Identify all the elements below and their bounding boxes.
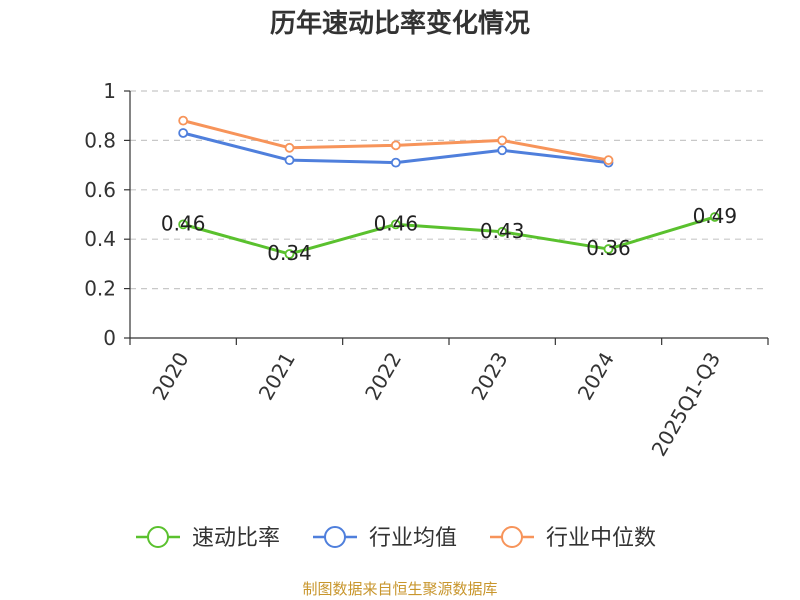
data-label: 0.46	[161, 211, 206, 235]
y-tick-label: 0.8	[84, 128, 116, 152]
data-label: 0.36	[586, 236, 631, 260]
x-tick-label: 2024	[573, 348, 619, 404]
data-point[interactable]	[603, 155, 614, 166]
y-tick-label: 0	[103, 326, 116, 350]
y-tick-label: 1	[103, 79, 116, 103]
data-label: 0.43	[480, 219, 525, 243]
legend-item[interactable]: 行业均值	[313, 526, 457, 551]
x-tick-label: 2022	[360, 348, 406, 404]
legend[interactable]: 速动比率 行业均值 行业中位数	[136, 526, 656, 551]
series-line	[182, 215, 716, 256]
y-tick-label: 0.6	[84, 178, 116, 202]
x-tick-label: 2020	[147, 348, 193, 404]
data-point[interactable]	[284, 155, 295, 166]
data-point[interactable]	[497, 226, 508, 237]
legend-marker	[501, 526, 523, 548]
data-label: 0.46	[374, 211, 419, 235]
data-point[interactable]	[497, 145, 508, 156]
data-point[interactable]	[390, 219, 401, 230]
legend-label: 行业均值	[369, 526, 457, 551]
legend-marker	[147, 526, 169, 548]
y-tick-label: 0.2	[84, 277, 116, 301]
legend-label: 速动比率	[192, 526, 280, 551]
data-point[interactable]	[390, 157, 401, 168]
x-tick-label: 2023	[466, 348, 512, 404]
data-point[interactable]	[178, 115, 189, 126]
data-label: 0.34	[267, 241, 312, 265]
grid	[130, 90, 768, 290]
data-point[interactable]	[284, 249, 295, 259]
data-label: 0.49	[693, 204, 738, 228]
source-note: 制图数据来自恒生聚源数据库	[302, 580, 497, 598]
data-point[interactable]	[497, 135, 508, 146]
legend-item[interactable]: 速动比率	[136, 526, 280, 551]
x-tick-label: 2021	[254, 348, 300, 404]
legend-item[interactable]: 行业中位数	[490, 526, 656, 551]
series	[178, 115, 720, 259]
x-tick-label: 2025Q1-Q3	[647, 348, 726, 460]
legend-marker	[324, 526, 346, 548]
y-tick-label: 0.4	[84, 227, 116, 251]
data-point[interactable]	[284, 142, 295, 153]
data-point[interactable]	[603, 244, 614, 254]
legend-label: 行业中位数	[546, 526, 656, 551]
data-point[interactable]	[178, 219, 189, 230]
data-point[interactable]	[390, 140, 401, 151]
data-point[interactable]	[178, 128, 189, 138]
data-point[interactable]	[709, 212, 720, 222]
data-labels: 0.46 0.34 0.46 0.43 0.36 0.49	[161, 204, 737, 265]
chart-title: 历年速动比率变化情况	[270, 8, 530, 39]
